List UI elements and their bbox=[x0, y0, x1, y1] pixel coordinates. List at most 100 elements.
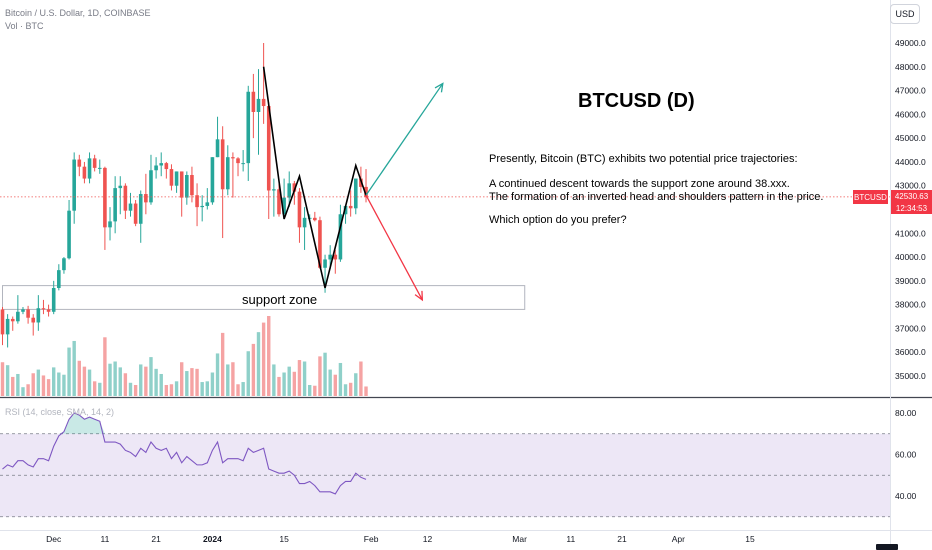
price-tick-label: 35000.0 bbox=[895, 371, 926, 381]
volume-bar bbox=[164, 384, 169, 396]
volume-bar bbox=[215, 353, 220, 396]
volume-bar bbox=[123, 373, 128, 396]
candle-body bbox=[220, 139, 225, 190]
time-tick-label: Apr bbox=[672, 534, 685, 544]
volume-bar bbox=[133, 384, 138, 396]
candle-body bbox=[353, 178, 358, 209]
pattern-zigzag-line bbox=[262, 66, 367, 289]
currency-button[interactable]: USD bbox=[890, 4, 920, 24]
tradingview-logo[interactable] bbox=[876, 544, 898, 550]
candle-body bbox=[144, 194, 148, 203]
volume-bar bbox=[57, 372, 61, 396]
candle-body bbox=[333, 254, 338, 260]
candle-body bbox=[169, 169, 174, 186]
volume-bar bbox=[292, 371, 297, 396]
candle-body bbox=[72, 159, 76, 211]
rsi-tick-label: 60.00 bbox=[895, 450, 917, 460]
volume-bar bbox=[0, 362, 5, 396]
candle-body bbox=[205, 202, 210, 206]
candle-body bbox=[323, 259, 327, 268]
support-zone-box bbox=[2, 285, 526, 310]
volume-bar bbox=[308, 384, 312, 396]
volume-bar bbox=[205, 381, 209, 396]
volume-bar bbox=[323, 352, 327, 396]
volume-bar bbox=[139, 364, 143, 396]
volume-bar bbox=[169, 384, 174, 396]
rsi-overbought-fill bbox=[2, 413, 367, 434]
candle-body bbox=[92, 158, 97, 168]
candle-body bbox=[10, 318, 15, 322]
candle-body bbox=[277, 189, 281, 215]
candle-body bbox=[185, 175, 189, 198]
rsi-line bbox=[2, 412, 367, 495]
pair-title: Bitcoin / U.S. Dollar, 1D, COINBASE bbox=[5, 8, 151, 18]
candle-body bbox=[62, 258, 66, 271]
candle-body bbox=[179, 171, 184, 198]
candle-body bbox=[87, 158, 92, 179]
price-tick-label: 41000.0 bbox=[895, 228, 926, 238]
candle-body bbox=[108, 221, 112, 228]
candle-body bbox=[287, 183, 292, 198]
bearish-arrow-head bbox=[414, 290, 424, 302]
volume-bar bbox=[333, 374, 337, 396]
candle-body bbox=[26, 309, 30, 318]
volume-bar bbox=[190, 368, 194, 396]
time-tick-label: 21 bbox=[617, 534, 627, 544]
time-tick-label: Dec bbox=[46, 534, 62, 544]
volume-label: Vol · BTC bbox=[5, 21, 44, 31]
time-tick-label: Feb bbox=[364, 534, 379, 544]
volume-bar bbox=[52, 367, 56, 396]
candle-body bbox=[67, 210, 71, 259]
candle-body bbox=[123, 185, 128, 211]
volume-bar bbox=[26, 384, 30, 396]
volume-bar bbox=[103, 337, 107, 396]
annotation-question: Which option do you prefer? bbox=[489, 214, 627, 226]
candle-body bbox=[154, 165, 158, 171]
candle-body bbox=[51, 287, 56, 312]
volume-bar bbox=[82, 366, 87, 396]
bearish-arrow-shaft bbox=[365, 194, 423, 301]
candle-body bbox=[297, 191, 302, 228]
volume-bar bbox=[251, 343, 256, 396]
bar-countdown-tag: 12:34:53 bbox=[891, 203, 932, 214]
price-tick-label: 47000.0 bbox=[895, 86, 926, 96]
time-tick-label: 21 bbox=[151, 534, 161, 544]
price-tick-label: 44000.0 bbox=[895, 157, 926, 167]
volume-bar bbox=[210, 372, 215, 396]
volume-bar bbox=[5, 365, 10, 396]
volume-bar bbox=[113, 361, 117, 396]
volume-bar bbox=[328, 369, 332, 396]
volume-bar bbox=[174, 381, 179, 396]
candle-body bbox=[195, 195, 199, 208]
volume-bar bbox=[277, 376, 281, 396]
candle-body bbox=[313, 217, 317, 221]
volume-bar bbox=[144, 366, 148, 396]
volume-bar bbox=[343, 384, 348, 396]
volume-bar bbox=[92, 381, 97, 396]
volume-bar bbox=[41, 375, 46, 396]
time-tick-label: 15 bbox=[279, 534, 289, 544]
volume-bar bbox=[21, 387, 25, 396]
volume-bar bbox=[149, 357, 153, 396]
volume-bar bbox=[77, 360, 81, 396]
support-zone-label: support zone bbox=[242, 292, 318, 307]
candle-body bbox=[272, 189, 276, 191]
volume-bar bbox=[364, 386, 368, 396]
volume-bar bbox=[46, 379, 51, 396]
volume-bar bbox=[118, 367, 122, 396]
candle-body bbox=[36, 308, 41, 323]
candle-body bbox=[0, 309, 5, 335]
price-tick-label: 43000.0 bbox=[895, 181, 926, 191]
candle-body bbox=[133, 203, 138, 224]
volume-bar bbox=[241, 382, 245, 396]
time-tick-label: 2024 bbox=[203, 534, 222, 544]
time-tick-label: 12 bbox=[423, 534, 433, 544]
price-tick-label: 39000.0 bbox=[895, 276, 926, 286]
rsi-label: RSI (14, close, SMA, 14, 2) bbox=[5, 407, 115, 417]
candle-body bbox=[16, 311, 20, 322]
volume-bar bbox=[302, 361, 307, 396]
candle-body bbox=[364, 186, 368, 197]
candle-body bbox=[302, 217, 307, 228]
